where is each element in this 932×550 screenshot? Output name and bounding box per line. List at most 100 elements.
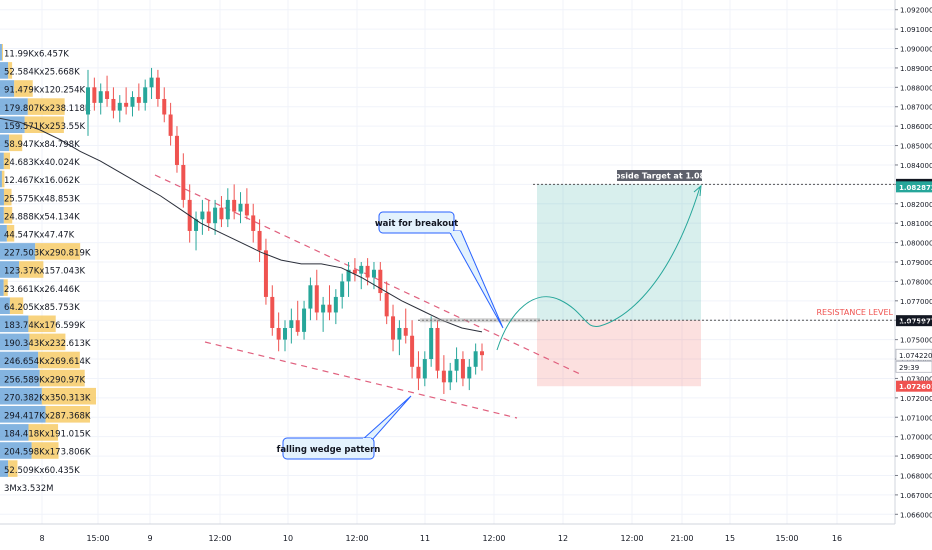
candle-body [200, 211, 205, 220]
chart-annotations: RESISTANCE LEVEL Upside Target at 1.083 wa… [277, 170, 895, 460]
price-tag-label: 1.072601 [899, 383, 932, 391]
price-tick-label: 1.085000 [900, 143, 932, 151]
volume-profile-label: 246.654Kx269.614K [4, 357, 91, 367]
candle-body [371, 269, 376, 278]
loss-zone [537, 320, 701, 387]
candle-body [397, 327, 402, 340]
candle-body [480, 351, 484, 356]
volume-sell-bar [3, 206, 13, 224]
candle-body [86, 87, 90, 115]
volume-buy-bar [0, 206, 4, 224]
time-tick-label: 12:00 [208, 534, 231, 543]
candle-body [384, 293, 389, 317]
volume-profile-label: 204.598Kx173.806K [4, 448, 91, 458]
candle-body [136, 97, 141, 103]
candle-body [130, 97, 135, 107]
volume-buy-bar [0, 170, 2, 188]
candle-body [168, 114, 173, 136]
candle-body [162, 98, 167, 115]
candle-body [473, 351, 478, 367]
candle-body [92, 87, 97, 103]
candle-body [244, 203, 249, 216]
volume-sell-bar [41, 387, 96, 405]
volume-profile-label: 184.418Kx191.015K [4, 430, 91, 440]
volume-buy-bar [0, 387, 42, 405]
moving-average [0, 117, 483, 333]
candle-body [352, 269, 357, 274]
volume-profile: 11.99Kx6.457K 52.584Kx25.668K 91.479Kx120.… [0, 44, 96, 494]
target-label: Upside Target at 1.083 [608, 172, 711, 181]
volume-buy-bar [0, 297, 10, 314]
chart-grid [0, 0, 895, 524]
volume-sell-bar [31, 442, 59, 459]
price-tag-background [895, 348, 932, 361]
volume-profile-label: 91.479Kx120.254K [4, 86, 85, 96]
price-tag-label: 1.075856 [899, 320, 932, 328]
price-axis[interactable]: 1.066000 1.067000 1.068000 1.069000 1.070000… [894, 0, 932, 524]
candle-body [295, 320, 300, 332]
candle-body [143, 87, 148, 103]
time-axis-background [0, 524, 932, 550]
candle-body [124, 102, 129, 107]
volume-profile-label: 227.503Kx290.819K [4, 249, 91, 259]
volume-sell-bar [19, 261, 44, 278]
candle-body [302, 308, 307, 332]
price-tick-label: 1.089000 [900, 65, 932, 73]
volume-profile-label: 24.683Kx40.024K [4, 158, 80, 168]
price-tick-label: 1.092000 [900, 7, 932, 15]
falling-wedge-label: falling wedge pattern [277, 445, 381, 455]
volume-profile-label: 123.37Kx157.043K [4, 267, 85, 277]
candle-body [314, 285, 319, 313]
candle-body [181, 164, 186, 200]
target-label-background [617, 170, 702, 181]
volume-profile-label: 24.888Kx54.134K [4, 212, 80, 222]
price-tick-label: 1.080000 [900, 240, 932, 248]
volume-profile-label: 3Mx3.532M [4, 484, 53, 494]
volume-profile-label: 11.99Kx6.457K [4, 50, 69, 60]
time-tick-label: 10 [283, 534, 293, 543]
volume-profile-label: 64.205Kx85.753K [4, 303, 80, 313]
candle-body [333, 296, 338, 313]
volume-sell-bar [6, 225, 15, 242]
volume-sell-bar [27, 98, 65, 115]
volume-sell-bar [39, 369, 85, 387]
price-tick-label: 1.077000 [900, 298, 932, 306]
volume-buy-bar [0, 243, 36, 260]
candle-body [194, 219, 199, 231]
candle-body [441, 370, 446, 383]
volume-buy-bar [0, 188, 4, 206]
candle-body [448, 370, 453, 383]
price-tick-label: 1.084000 [900, 162, 932, 170]
candle-body [213, 207, 218, 224]
candle-body [232, 199, 237, 212]
candle-body [391, 316, 396, 340]
projected-path [496, 186, 701, 351]
lower-wedge-line [204, 341, 518, 419]
volume-profile-label: 270.382Kx350.313K [4, 393, 91, 403]
candle-body [117, 102, 122, 111]
price-tags: 1.0830001.0828721.0759771.0758561.074220… [895, 178, 932, 392]
time-tick-label: 21:00 [670, 534, 693, 543]
volume-sell-bar [1, 44, 3, 61]
time-tick-label: 12:00 [620, 534, 643, 543]
volume-sell-bar [28, 315, 56, 333]
volume-profile-label: 183.74Kx176.599K [4, 321, 85, 331]
candle-body [359, 265, 364, 274]
volume-buy-bar [0, 369, 40, 387]
time-axis[interactable]: 8 15:00 9 12:00 10 12:00 11 12:00 12 12:00 21:00 15… [0, 523, 932, 550]
time-tick-label: 12:00 [345, 534, 368, 543]
volume-sell-bar [45, 406, 90, 423]
candle-body [467, 366, 472, 379]
volume-buy-bar [0, 406, 46, 423]
candle-body [308, 285, 313, 309]
volume-sell-bar [3, 152, 11, 170]
volume-buy-bar [0, 351, 39, 369]
volume-sell-bar [9, 297, 24, 314]
wedge-callout-box [282, 437, 375, 460]
candle-body [251, 215, 256, 231]
candle-body [460, 359, 465, 379]
candle-body [403, 327, 408, 336]
candle-body [454, 359, 459, 371]
